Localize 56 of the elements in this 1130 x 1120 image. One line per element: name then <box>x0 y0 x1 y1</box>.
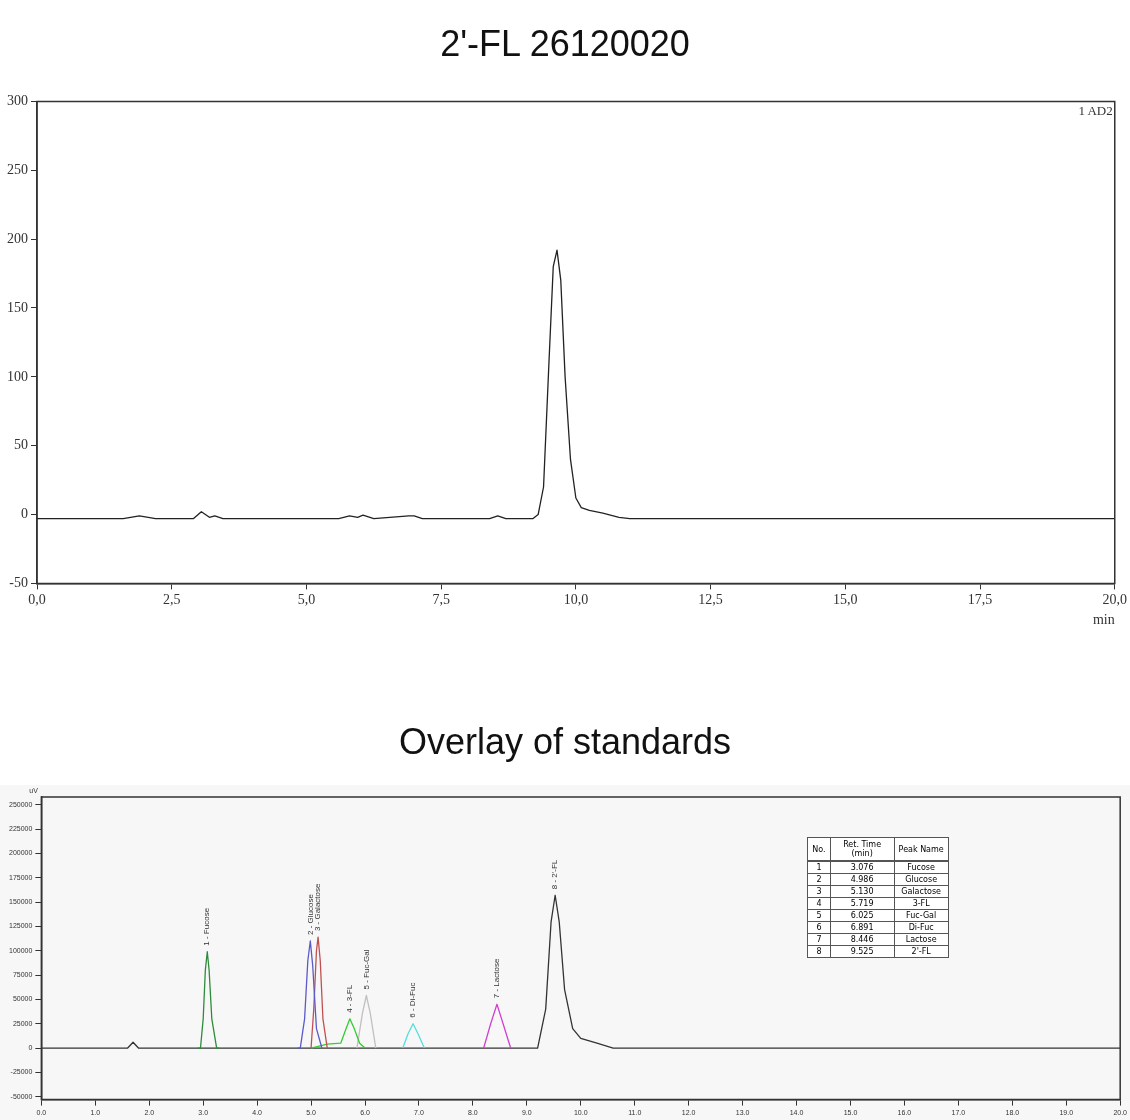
x-axis-title: min <box>1092 612 1115 628</box>
annotation: 4 - 3-FL <box>345 984 355 1013</box>
annotation: 1 AD2 <box>1078 103 1113 119</box>
x-tick-label: 15,0 <box>833 592 858 608</box>
x-tick-label: 10,0 <box>563 592 589 608</box>
annotation: 8 - 2'-FL <box>550 859 560 890</box>
y-tick-label: 250 <box>7 161 28 177</box>
annotation: 7 <box>807 933 831 946</box>
annotation: 6 - Di-Fuc <box>408 982 418 1018</box>
annotation: 5.719 <box>830 897 895 910</box>
y-tick-label: 200 <box>7 230 28 246</box>
chart-title: 2'-FL 26120020 <box>439 23 691 65</box>
annotation: 6 <box>807 921 831 934</box>
annotation: 1 - Fucose <box>202 907 212 946</box>
annotation: 7 - Lactose <box>492 958 502 999</box>
annotation: 3 <box>807 885 831 898</box>
annotation: Glucose <box>894 873 949 886</box>
annotation: 3 - Galactose <box>313 882 323 932</box>
annotation: 3-FL <box>894 897 949 910</box>
y-tick-label: 50 <box>14 437 28 453</box>
annotation: Galactose <box>894 885 949 898</box>
chart-title: Overlay of standards <box>397 720 733 763</box>
annotation: No. <box>807 837 831 861</box>
y-tick-label: 0 <box>21 506 28 522</box>
annotation: Ret. Time (min) <box>830 837 895 861</box>
y-tick-label: 100 <box>7 368 28 384</box>
x-tick-label: 12,5 <box>698 592 723 608</box>
x-tick-label: 7,5 <box>432 592 450 608</box>
annotation: 6.025 <box>830 909 895 922</box>
annotation: 4.986 <box>830 873 895 886</box>
annotation: Peak Name <box>894 837 949 861</box>
x-tick-label: 0,0 <box>28 592 46 608</box>
annotation: 8.446 <box>830 933 895 946</box>
annotation: 6.891 <box>830 921 895 934</box>
annotation: Lactose <box>894 933 949 946</box>
annotation: 5.130 <box>830 885 895 898</box>
annotation: 2'-FL <box>894 945 949 958</box>
annotation: 5 <box>807 909 831 922</box>
annotation: Di-Fuc <box>894 921 949 934</box>
annotation: 3.076 <box>830 861 895 874</box>
x-tick-label: 17,5 <box>967 592 993 608</box>
annotation: 2 - Glucose <box>305 893 315 935</box>
x-tick-label: 2,5 <box>162 592 181 608</box>
annotation: 5 - Fuc-Gal <box>361 949 371 990</box>
annotation: 1 <box>807 861 831 874</box>
annotation: 2 <box>807 873 831 886</box>
x-tick-label: 20,0 <box>1102 592 1127 608</box>
annotation: 8 <box>807 945 831 958</box>
annotation: 4 <box>807 897 831 910</box>
annotation: Fucose <box>894 861 949 874</box>
annotation: Fuc-Gal <box>894 909 949 922</box>
y-tick-label: 300 <box>7 93 28 109</box>
y-tick-label: -50 <box>9 575 28 591</box>
x-tick-label: 5,0 <box>297 592 316 608</box>
y-tick-label: 150 <box>7 299 28 315</box>
annotation: 9.525 <box>830 945 895 958</box>
